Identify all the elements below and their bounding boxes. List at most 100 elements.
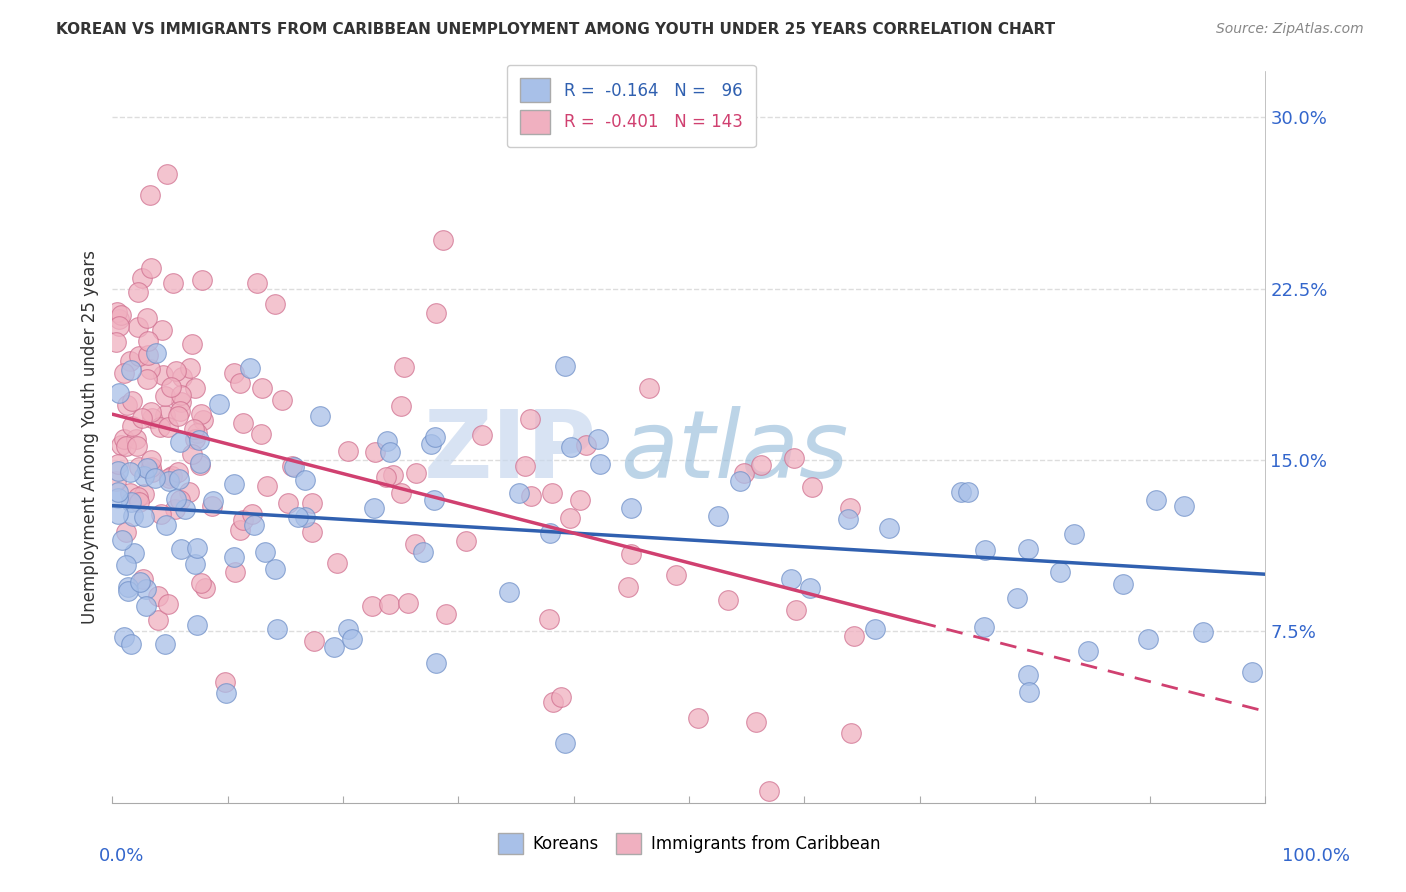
Point [167,409,190,423]
Point [104,335,127,350]
Point [1017,668,1039,682]
Point [156,167,179,181]
Point [160,469,183,483]
Text: KOREAN VS IMMIGRANTS FROM CARIBBEAN UNEMPLOYMENT AMONG YOUTH UNDER 25 YEARS CORR: KOREAN VS IMMIGRANTS FROM CARIBBEAN UNEM… [56,22,1056,37]
Point [124,546,146,560]
Point [170,541,193,556]
Point [389,485,412,500]
Y-axis label: Unemployment Among Youth under 25 years: Unemployment Among Youth under 25 years [80,250,98,624]
Point [1017,542,1039,557]
Point [229,524,252,538]
Text: 100.0%: 100.0% [1282,847,1350,865]
Point [842,629,865,643]
Point [364,445,387,459]
Point [134,469,156,483]
Text: 0.0%: 0.0% [98,847,143,865]
Point [589,457,612,471]
Point [733,466,755,480]
Point [134,509,156,524]
Point [190,458,212,472]
Point [107,458,129,472]
Point [1112,576,1135,591]
Point [146,613,169,627]
Point [183,422,205,436]
Point [129,575,152,590]
Point [181,447,204,461]
Point [229,376,252,390]
Point [550,690,572,704]
Point [222,476,245,491]
Point [277,496,299,510]
Point [201,494,224,508]
Point [337,622,360,636]
Point [120,354,142,368]
Point [136,348,159,362]
Point [665,568,688,582]
Point [121,419,143,434]
Point [108,312,131,326]
Point [191,412,214,426]
Point [232,417,254,431]
Point [169,403,191,417]
Point [1049,566,1071,580]
Point [214,674,236,689]
Point [120,495,142,509]
Point [434,607,457,621]
Point [973,542,995,557]
Point [404,537,426,551]
Point [139,188,162,202]
Point [190,575,212,590]
Point [256,479,278,493]
Point [519,412,541,426]
Point [136,461,159,475]
Point [839,725,862,739]
Point [141,410,163,425]
Point [174,502,197,516]
Point [155,518,177,533]
Point [121,394,143,409]
Point [361,599,384,614]
Point [520,489,543,503]
Point [222,549,245,564]
Point [1240,665,1263,679]
Point [111,533,134,547]
Point [157,470,180,484]
Point [378,598,401,612]
Point [498,584,520,599]
Point [105,305,128,319]
Point [266,622,288,636]
Point [148,420,170,434]
Point [169,434,191,449]
Point [270,392,292,407]
Point [177,485,200,500]
Point [187,434,209,448]
Point [799,581,821,595]
Point [157,420,180,434]
Point [287,510,309,524]
Point [145,346,167,360]
Point [1018,685,1040,699]
Point [136,334,159,348]
Point [508,485,530,500]
Point [143,471,166,485]
Point [554,359,576,374]
Point [717,592,740,607]
Text: ZIP: ZIP [423,406,596,498]
Point [425,306,447,320]
Point [180,336,202,351]
Point [120,486,142,500]
Point [125,439,148,453]
Point [150,323,173,337]
Point [184,432,207,446]
Point [160,380,183,394]
Point [127,320,149,334]
Point [128,459,150,474]
Point [537,612,560,626]
Point [172,369,194,384]
Point [253,545,276,559]
Point [378,445,401,459]
Point [863,622,886,636]
Point [122,509,145,524]
Point [135,599,157,613]
Point [800,479,823,493]
